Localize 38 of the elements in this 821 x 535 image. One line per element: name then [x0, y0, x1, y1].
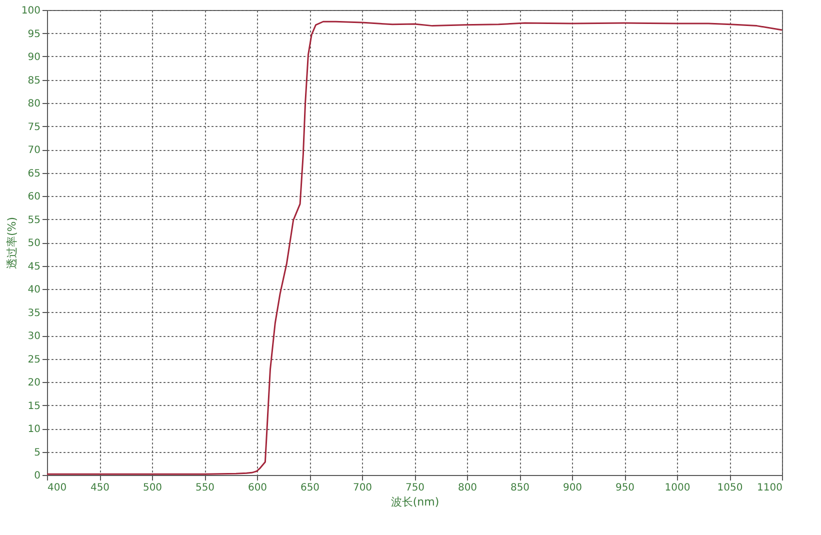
y-tick-label: 70: [28, 145, 40, 156]
y-tick-label: 5: [34, 447, 40, 458]
x-tick-label: 700: [352, 482, 372, 494]
y-tick-label: 50: [28, 238, 40, 249]
y-tick-label: 75: [28, 122, 40, 133]
y-tick-label: 15: [28, 400, 40, 412]
y-tick-label: 80: [28, 98, 40, 110]
y-tick-label: 35: [28, 308, 40, 319]
x-tick-label: 600: [248, 482, 268, 494]
x-tick-label: 850: [510, 482, 530, 494]
y-tick-label: 90: [28, 52, 40, 63]
x-tick-label: 500: [142, 482, 162, 494]
y-tick-label: 95: [28, 28, 40, 40]
x-tick-label: 450: [90, 482, 110, 494]
x-tick-label: 1050: [717, 482, 743, 494]
y-tick-label: 65: [28, 168, 40, 180]
x-tick-label: 550: [195, 482, 215, 494]
y-tick-label: 20: [28, 378, 40, 388]
y-tick-label: 0: [34, 470, 40, 482]
x-tick-label: 1100: [757, 482, 782, 494]
y-tick-label: 100: [21, 6, 40, 16]
y-tick-label: 85: [28, 75, 40, 86]
x-tick-label: 800: [458, 482, 478, 494]
x-tick-label: 950: [615, 482, 635, 494]
y-axis-title: 透过率(%): [5, 216, 18, 270]
x-tick-label: 1000: [664, 482, 690, 494]
x-axis-title: 波长(nm): [390, 496, 440, 508]
y-tick-label: 55: [28, 214, 40, 226]
y-tick-label: 10: [28, 424, 40, 435]
y-tick-label: 30: [28, 331, 40, 342]
y-tick-label: 60: [28, 192, 40, 202]
y-tick-label: 45: [28, 261, 40, 272]
x-tick-label: 650: [300, 482, 320, 494]
x-tick-label: 750: [405, 482, 425, 494]
y-tick-label: 40: [28, 284, 40, 296]
x-tick-label: 900: [562, 482, 582, 494]
x-tick-label: 400: [48, 482, 67, 494]
y-tick-label: 25: [28, 354, 40, 366]
